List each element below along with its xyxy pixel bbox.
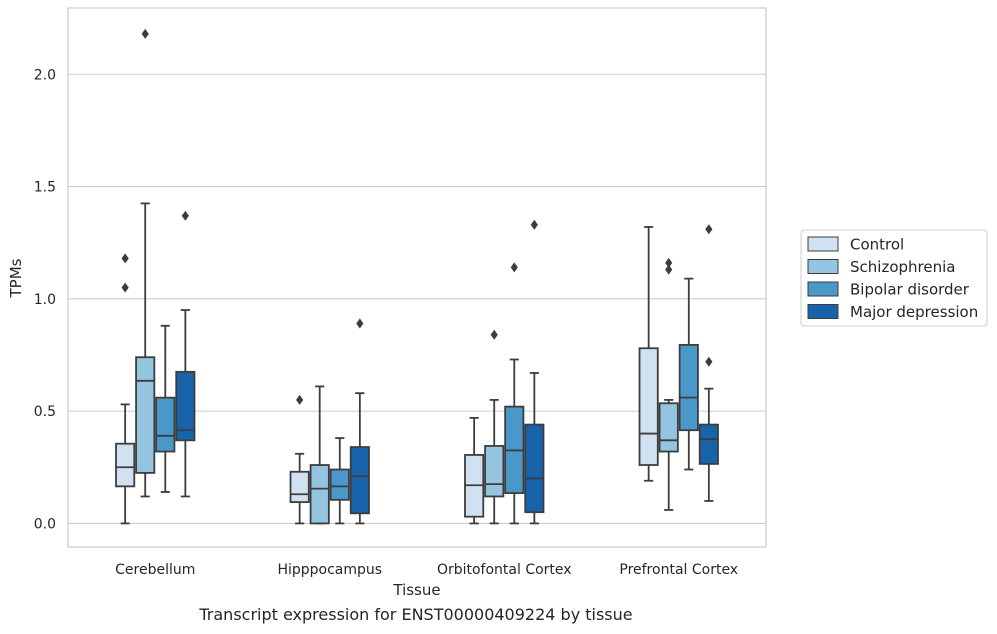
iqr-box xyxy=(135,356,156,474)
outlier-point xyxy=(665,264,673,275)
box-bipolar-disorder xyxy=(155,324,176,493)
y-tick-labels: 0.0 0.5 1.0 1.5 2.0 xyxy=(34,67,56,532)
x-axis-label: Tissue xyxy=(392,581,440,599)
outlier-point xyxy=(510,262,518,273)
box-major-depression xyxy=(698,224,719,502)
box-control xyxy=(464,416,485,525)
outlier-point xyxy=(121,282,129,293)
iqr-box xyxy=(349,446,370,515)
y-tick-label: 1.0 xyxy=(34,292,56,308)
box-schizophrenia xyxy=(658,257,679,511)
legend-swatch xyxy=(807,236,839,252)
legend-frame xyxy=(800,229,988,327)
outlier-point xyxy=(141,28,149,39)
figure-caption: Transcript expression for ENST0000040922… xyxy=(199,605,633,624)
x-tick-label: Cerebellum xyxy=(115,562,195,578)
y-tick-label: 0.5 xyxy=(34,404,56,420)
box-schizophrenia xyxy=(135,28,156,498)
iqr-box xyxy=(524,423,545,514)
legend-label: Control xyxy=(850,236,904,254)
outlier-point xyxy=(121,253,129,264)
outlier-point xyxy=(296,394,304,405)
box-schizophrenia xyxy=(309,385,330,525)
y-tick-label: 0.0 xyxy=(34,516,56,532)
iqr-box xyxy=(289,470,310,503)
iqr-box xyxy=(638,347,659,466)
y-tick-label: 2.0 xyxy=(34,67,56,83)
box-major-depression xyxy=(524,219,545,525)
legend-swatch xyxy=(807,304,839,319)
outlier-point xyxy=(530,219,538,230)
box-control xyxy=(115,253,136,525)
iqr-box xyxy=(309,464,330,525)
iqr-box xyxy=(115,442,136,488)
box-bipolar-disorder xyxy=(504,262,525,525)
legend-label: Bipolar disorder xyxy=(850,281,970,299)
y-tick-label: 1.5 xyxy=(34,180,56,196)
legend-swatch xyxy=(807,259,839,274)
box-major-depression xyxy=(175,210,196,498)
plot-frame xyxy=(67,7,767,548)
iqr-box xyxy=(155,396,176,453)
box-groups xyxy=(115,28,719,525)
legend-swatch xyxy=(807,281,839,297)
outlier-point xyxy=(356,318,364,329)
iqr-box xyxy=(484,445,505,498)
y-axis-label: TPMs xyxy=(7,258,25,298)
iqr-box xyxy=(698,423,719,465)
box-major-depression xyxy=(349,318,370,525)
y-gridlines xyxy=(68,73,766,524)
x-tick-label: Prefrontal Cortex xyxy=(619,562,738,578)
box-control xyxy=(638,226,659,482)
box-bipolar-disorder xyxy=(678,277,699,471)
outlier-point xyxy=(705,224,713,235)
iqr-box xyxy=(329,468,350,501)
box-schizophrenia xyxy=(484,329,505,525)
x-tick-label: Hipppocampus xyxy=(277,562,382,578)
outlier-point xyxy=(181,210,189,221)
legend-label: Schizophrenia xyxy=(850,258,955,276)
outlier-point xyxy=(705,356,713,367)
iqr-box xyxy=(175,370,196,442)
iqr-box xyxy=(658,402,679,453)
iqr-box xyxy=(678,343,699,432)
outlier-point xyxy=(490,329,498,340)
box-control xyxy=(289,394,310,525)
outlier-point xyxy=(665,257,673,268)
legend-label: Major depression xyxy=(850,303,978,321)
x-tick-label: Orbitofontal Cortex xyxy=(437,562,572,578)
legend: Control Schizophrenia Bipolar disorder Majo… xyxy=(800,229,988,327)
x-tick-labels: Cerebellum Hipppocampus Orbitofontal Corte… xyxy=(115,562,738,578)
box-bipolar-disorder xyxy=(329,437,350,525)
